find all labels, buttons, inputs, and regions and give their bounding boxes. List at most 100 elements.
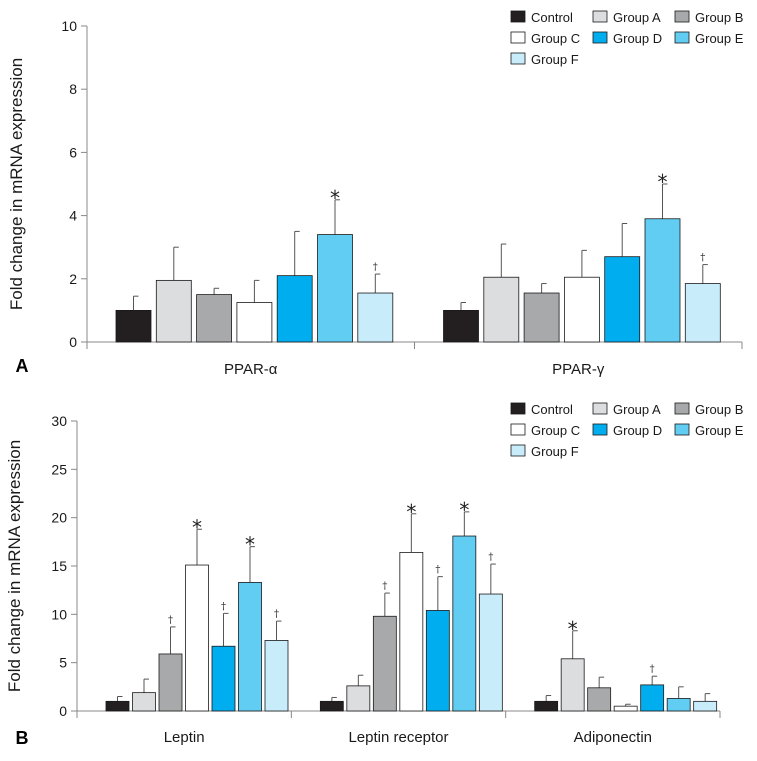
panel-b-bar-leptin-group-d <box>211 645 236 712</box>
panel-a-significance-star: * <box>658 170 668 194</box>
panel-b-legend-label-control: Control <box>531 402 573 417</box>
panel-b-y-tick-label: 25 <box>51 461 67 477</box>
panel-b-significance-star: * <box>192 515 202 539</box>
panel-a-y-tick-label: 4 <box>69 208 77 224</box>
panel-a-y-axis-title: Fold change in mRNA expression <box>7 58 26 310</box>
panel-b-legend-swatch-group-d <box>592 423 608 436</box>
panel-a-legend-label-group-b: Group B <box>695 10 743 25</box>
panel-b-y-tick-label: 10 <box>51 606 67 622</box>
panel-b-legend-swatch-control <box>510 402 526 415</box>
panel-a-legend-label-group-c: Group C <box>531 31 580 46</box>
panel-b-y-tick-label: 15 <box>51 558 67 574</box>
panel-b-legend-swatch-group-c <box>510 423 526 436</box>
panel-b-bar-adiponectin-group-f <box>693 700 718 712</box>
panel-b-bar-leptin-group-e <box>238 582 262 712</box>
panel-b-significance-star: * <box>459 498 469 522</box>
panel-b-legend-label-group-c: Group C <box>531 423 580 438</box>
panel-a-legend-swatch-group-a <box>592 10 608 23</box>
panel-b-letter: B <box>16 728 29 748</box>
panel-b-bar-adiponectin-group-c <box>613 705 638 712</box>
panel-b-bar-leptin-receptor-group-e <box>452 535 477 712</box>
panel-b-legend-label-group-f: Group F <box>531 444 579 459</box>
panel-a-category-label: PPAR-α <box>224 361 278 378</box>
panel-a-bar-ppar-group-e <box>317 234 353 343</box>
panel-a-legend-swatch-group-f <box>510 52 526 65</box>
panel-a-legend-swatch-group-c <box>510 31 526 44</box>
panel-b-significance-dagger: † <box>168 615 173 626</box>
panel-a-bar-ppar-group-b <box>196 294 233 343</box>
panel-a-bar-ppar-group-c <box>564 276 600 343</box>
panel-b-bar-leptin-group-f <box>264 640 289 712</box>
panel-b-legend-label-group-b: Group B <box>695 402 743 417</box>
panel-a-bar-ppar-group-c <box>236 302 273 343</box>
panel-b-significance-dagger: † <box>221 601 226 612</box>
panel-a-bar-ppar-group-a <box>155 279 192 343</box>
panel-a-legend-label-group-f: Group F <box>531 52 579 67</box>
panel-b-significance-dagger: † <box>435 565 440 576</box>
panel-b-y-axis-title: Fold change in mRNA expression <box>5 440 24 692</box>
panel-b-bar-leptin-receptor-group-d <box>425 610 450 712</box>
panel-b-bar-leptin-receptor-group-c <box>399 552 424 712</box>
panel-b-legend-swatch-group-f <box>510 444 526 457</box>
panel-b-legend-label-group-a: Group A <box>613 402 661 417</box>
panel-b-bar-adiponectin-group-b <box>587 687 612 712</box>
panel-a-bar-ppar-group-f <box>357 292 394 343</box>
panel-a-bar-ppar-group-d <box>604 256 641 343</box>
panel-b-bar-leptin-group-b <box>158 653 183 712</box>
panel-b-bar-leptin-receptor-group-f <box>478 593 503 712</box>
panel-b-significance-dagger: † <box>488 552 493 563</box>
panel-b-bar-leptin-receptor-group-b <box>372 615 397 712</box>
panel-b-y-tick-label: 20 <box>51 510 67 526</box>
panel-a-legend-swatch-group-b <box>674 10 690 23</box>
panel-b-legend-swatch-group-b <box>674 402 690 415</box>
panel-b-bar-adiponectin-group-d <box>640 684 665 712</box>
panel-a-legend-label-group-a: Group A <box>613 10 661 25</box>
panel-a-bar-ppar-group-a <box>483 276 520 343</box>
panel-b-chart: 0 5 10 15 20 25 30 Fold change in mRNA expressi… <box>5 402 744 748</box>
panel-b-legend-label-group-d: Group D <box>613 423 662 438</box>
panel-a-bar-ppar-group-f <box>684 283 721 343</box>
panel-a-significance-dagger: † <box>700 253 705 264</box>
panel-b-y-tick-label: 0 <box>59 703 67 719</box>
panel-b-bar-adiponectin-control <box>534 700 559 712</box>
panel-b-significance-star: * <box>245 533 255 557</box>
panel-b-bar-leptin-receptor-control <box>319 700 344 712</box>
panel-b-significance-dagger: † <box>382 581 387 592</box>
panel-a-bar-ppar-control <box>443 309 479 343</box>
panel-a-legend-swatch-group-e <box>674 31 690 44</box>
panel-b-y-tick-label: 30 <box>51 413 67 429</box>
panel-a-y-tick-label: 10 <box>61 18 77 34</box>
panel-a-letter: A <box>16 356 29 376</box>
panel-b-significance-star: * <box>406 500 416 524</box>
panel-b-category-label: Leptin receptor <box>348 729 448 746</box>
panel-a-bar-ppar-group-b <box>523 292 560 343</box>
panel-a-legend-swatch-control <box>510 10 526 23</box>
panel-a-category-label: PPAR-γ <box>552 361 605 378</box>
panel-b-legend-swatch-group-e <box>674 423 690 436</box>
panel-a-chart: 0 2 4 6 8 10 Fold change in mRNA expression A * †… <box>7 10 744 378</box>
panel-a-significance-dagger: † <box>373 262 378 273</box>
panel-b-legend-swatch-group-a <box>592 402 608 415</box>
panel-b-bar-leptin-group-c <box>185 564 209 712</box>
panel-a-legend-label-group-e: Group E <box>695 31 744 46</box>
panel-b-category-label: Adiponectin <box>574 729 652 746</box>
panel-a-legend-swatch-group-d <box>592 31 608 44</box>
panel-b-significance-dagger: † <box>274 609 279 620</box>
panel-a-legend-label-control: Control <box>531 10 573 25</box>
panel-b-bar-adiponectin-group-a <box>560 658 585 712</box>
panel-b-bar-adiponectin-group-e <box>666 698 691 712</box>
panel-a-legend-label-group-d: Group D <box>613 31 662 46</box>
panel-b-legend-label-group-e: Group E <box>695 423 744 438</box>
panel-a-y-tick-label: 8 <box>69 81 77 97</box>
panel-a-bar-ppar-control <box>115 309 152 343</box>
panel-b-bar-leptin-receptor-group-a <box>346 685 371 712</box>
panel-b-category-label: Leptin <box>164 729 205 746</box>
panel-a-y-tick-label: 2 <box>69 271 77 287</box>
panel-b-significance-star: * <box>568 617 578 641</box>
panel-b-significance-dagger: † <box>650 664 655 675</box>
panel-b-bar-leptin-group-a <box>132 692 156 712</box>
panel-a-y-tick-label: 6 <box>69 144 77 160</box>
panel-b-y-tick-label: 5 <box>59 655 67 671</box>
panel-a-bar-ppar-group-e <box>644 218 681 343</box>
